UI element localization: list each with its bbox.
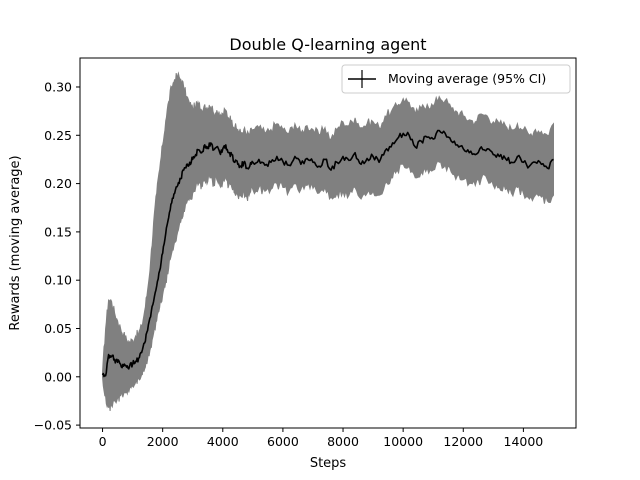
chart-title: Double Q-learning agent [229, 35, 426, 54]
y-tick-label: 0.30 [44, 79, 72, 94]
x-tick-label: 4000 [207, 434, 239, 449]
y-tick-label: 0.20 [44, 176, 72, 191]
confidence-band [102, 71, 554, 412]
x-tick-label: 2000 [147, 434, 179, 449]
x-tick-label: 10000 [383, 434, 423, 449]
legend-entry-label: Moving average (95% CI) [388, 71, 546, 86]
y-tick-label: 0.05 [44, 321, 72, 336]
legend: Moving average (95% CI) [341, 64, 571, 94]
x-tick-label: 0 [99, 434, 107, 449]
y-tick-label: 0.10 [44, 273, 72, 288]
x-axis: 0 2000 4000 6000 8000 10000 12000 14000 [99, 428, 544, 449]
y-tick-label: 0.25 [44, 128, 72, 143]
y-axis: −0.05 0.00 0.05 0.10 0.15 0.20 0.25 0.30 [34, 79, 80, 433]
y-tick-label: 0.00 [44, 369, 72, 384]
moving-average-line [101, 129, 554, 378]
plot-frame [79, 57, 577, 429]
x-tick-label: 6000 [267, 434, 299, 449]
y-tick-label: 0.15 [44, 224, 72, 239]
legend-box [341, 64, 571, 94]
y-axis-label: Rewards (moving average) [8, 155, 23, 330]
x-tick-label: 12000 [443, 434, 483, 449]
x-axis-label: Steps [310, 456, 347, 471]
x-tick-label: 8000 [327, 434, 359, 449]
plot-area [80, 58, 576, 428]
x-tick-label: 14000 [504, 434, 544, 449]
y-tick-label: −0.05 [34, 418, 72, 433]
